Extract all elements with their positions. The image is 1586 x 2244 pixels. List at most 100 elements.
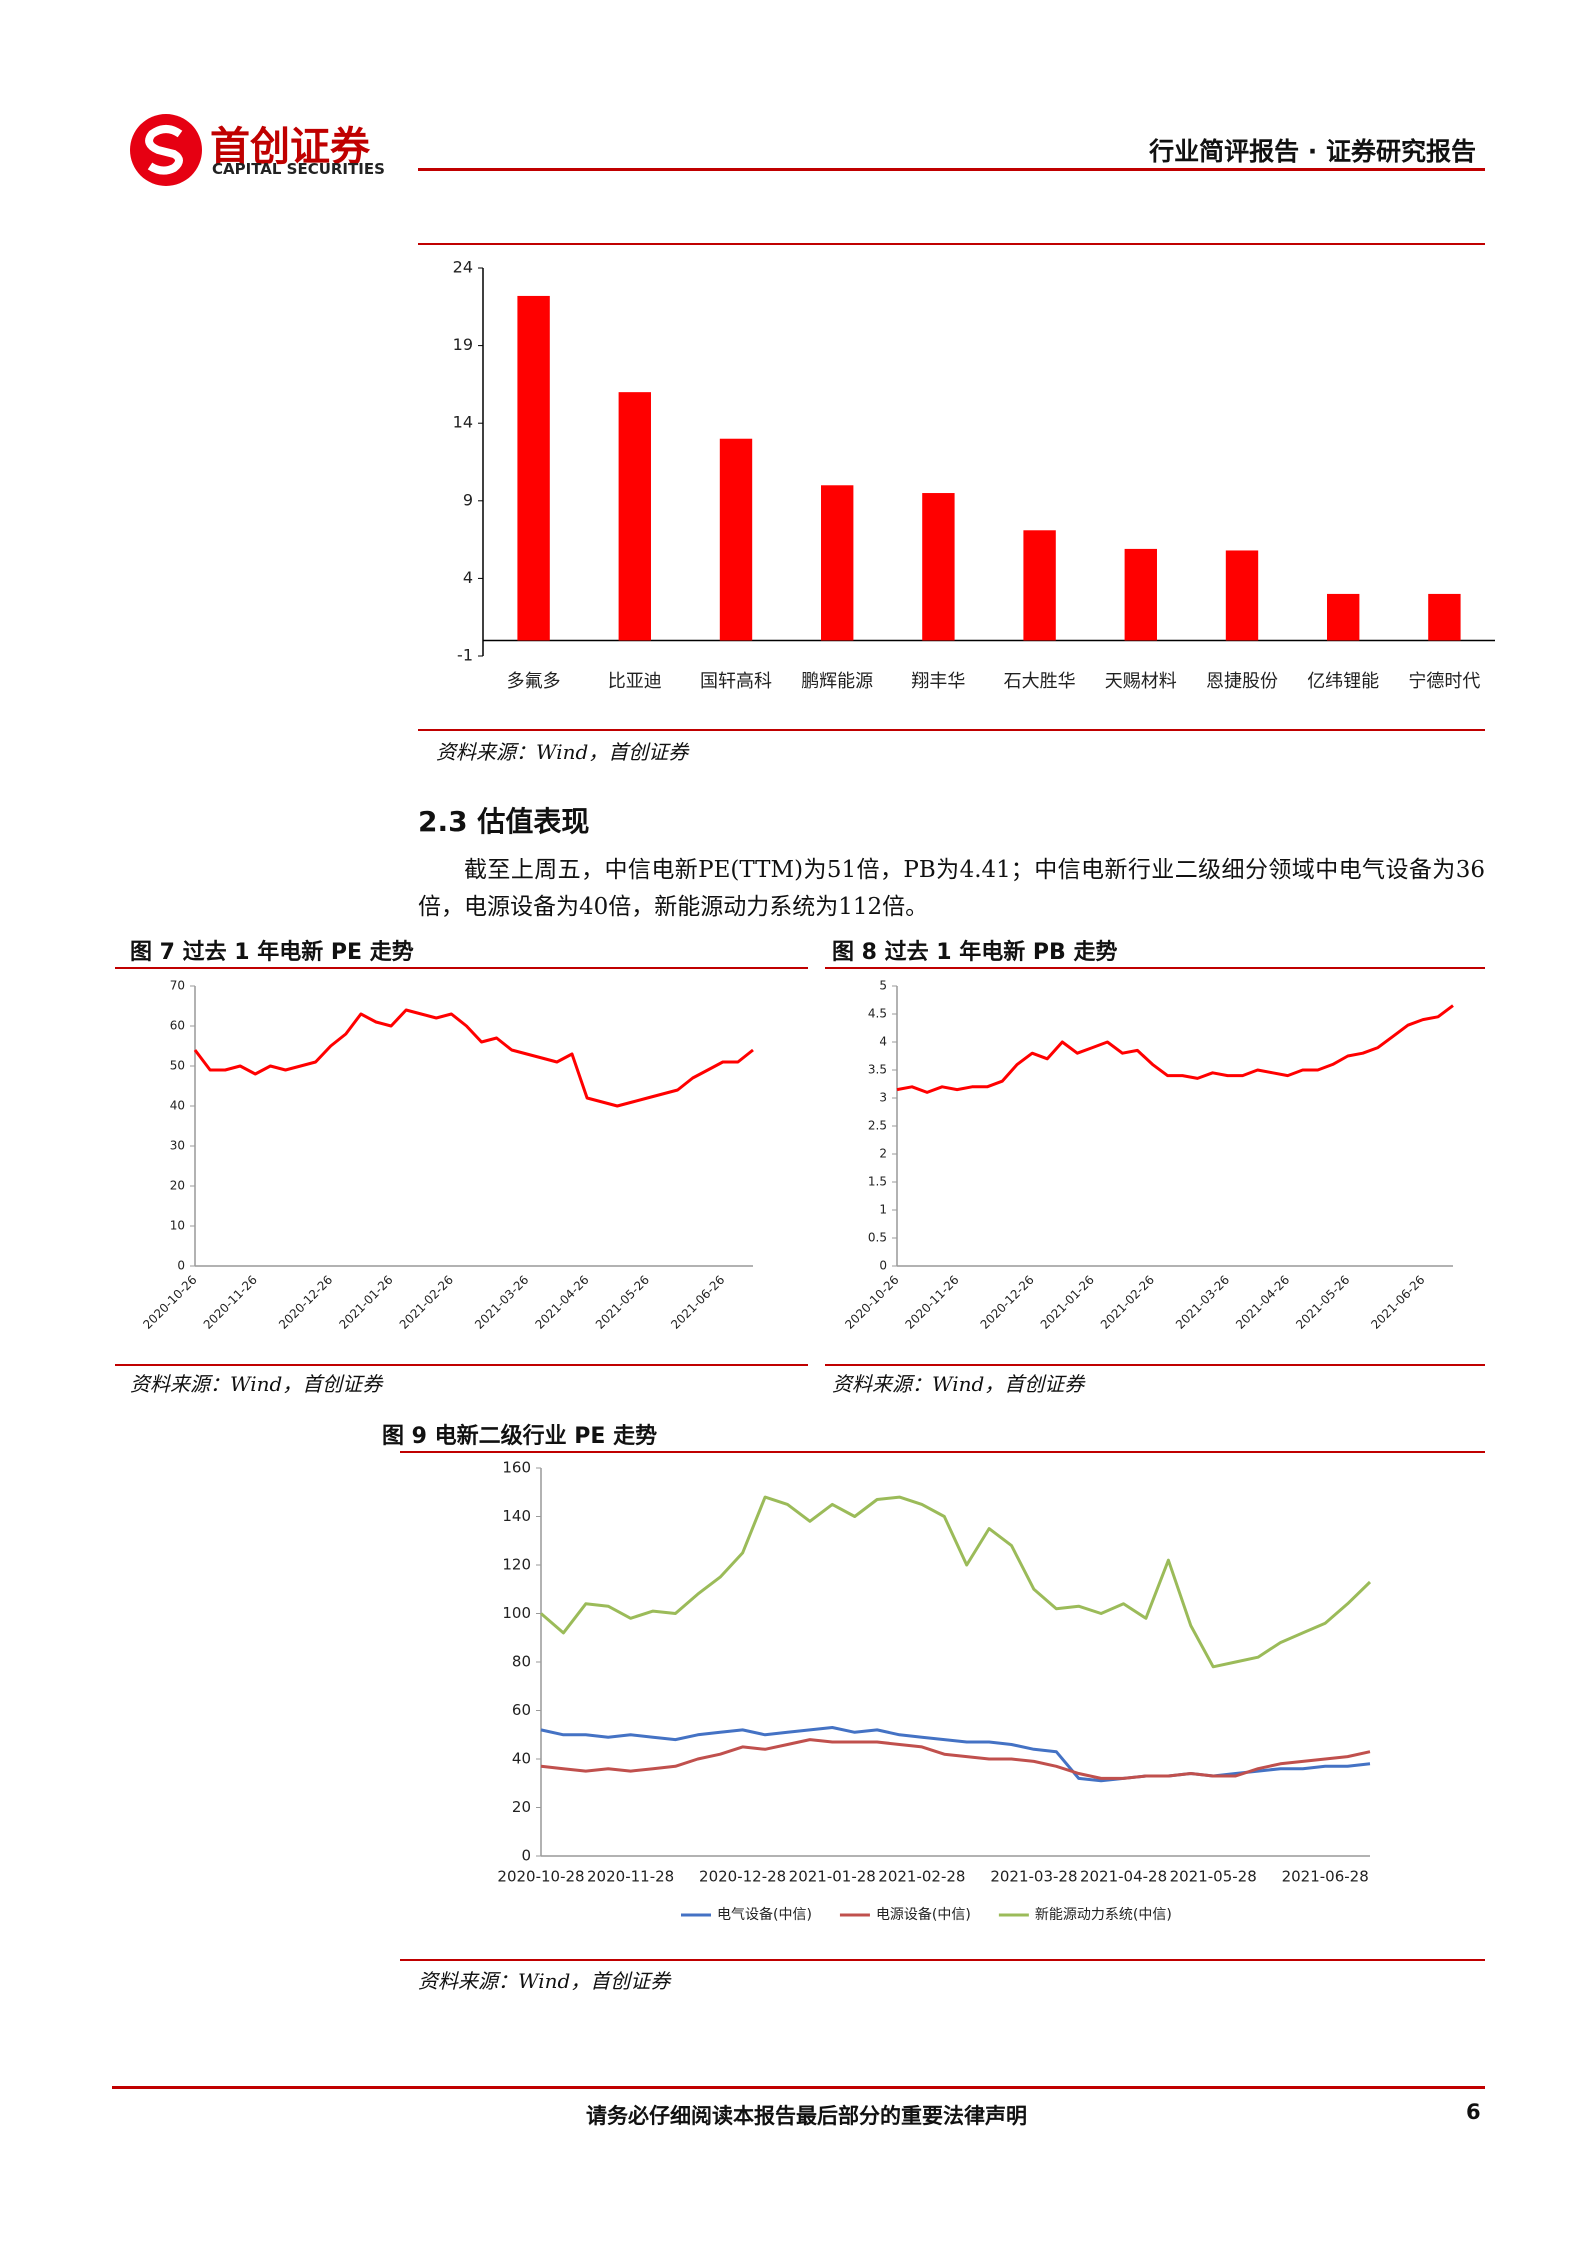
footer-rule — [112, 2086, 1485, 2089]
y-tick-label: 50 — [170, 1059, 185, 1073]
y-tick-label: 2.5 — [868, 1119, 887, 1133]
x-tick-label: 2021-05-28 — [1170, 1868, 1257, 1886]
x-tick-label: 2021-06-26 — [668, 1273, 727, 1332]
header-rule — [418, 168, 1485, 171]
x-tick-label: 2020-10-28 — [497, 1868, 584, 1886]
source-note: 资料来源：Wind，首创证券 — [418, 1969, 671, 1993]
bar — [821, 485, 854, 641]
y-tick-label: 24 — [453, 258, 473, 277]
y-tick-label: 100 — [502, 1604, 531, 1622]
y-tick-label: -1 — [457, 646, 473, 665]
figure-rule — [418, 729, 1485, 731]
bar — [1124, 548, 1157, 641]
y-tick-label: 0 — [879, 1259, 887, 1273]
y-tick-label: 3 — [879, 1091, 887, 1105]
y-tick-label: 40 — [170, 1099, 185, 1113]
x-tick-label: 多氟多 — [507, 671, 561, 692]
bar — [719, 438, 753, 641]
y-tick-label: 30 — [170, 1139, 185, 1153]
x-tick-label: 2021-03-26 — [1173, 1273, 1232, 1332]
y-tick-label: 3.5 — [868, 1063, 887, 1077]
y-tick-label: 14 — [453, 413, 473, 432]
x-tick-label: 2021-02-26 — [1098, 1273, 1157, 1332]
page-number: 6 — [1466, 2100, 1481, 2124]
y-tick-label: 4.5 — [868, 1007, 887, 1021]
x-tick-label: 2020-12-28 — [699, 1868, 786, 1886]
x-tick-label: 2021-03-26 — [472, 1273, 531, 1332]
y-tick-label: 5 — [879, 979, 887, 993]
x-tick-label: 2021-01-26 — [1038, 1273, 1097, 1332]
y-tick-label: 0 — [177, 1259, 185, 1273]
y-tick-label: 20 — [512, 1798, 531, 1816]
y-tick-label: 0 — [521, 1847, 531, 1865]
x-tick-label: 2021-04-26 — [1233, 1273, 1292, 1332]
x-tick-label: 鹏辉能源 — [801, 671, 873, 692]
source-note: 资料来源：Wind，首创证券 — [436, 740, 689, 764]
paragraph: 截至上周五，中信电新PE(TTM)为51倍，PB为4.41；中信电新行业二级细分… — [418, 857, 1485, 920]
x-tick-label: 2021-01-26 — [336, 1273, 395, 1332]
x-tick-label: 2020-12-26 — [978, 1273, 1037, 1332]
section-heading: 2.3 估值表现 — [418, 805, 590, 838]
y-tick-label: 4 — [463, 568, 473, 587]
x-tick-label: 2021-04-28 — [1080, 1868, 1167, 1886]
x-tick-label: 天赐材料 — [1105, 671, 1177, 692]
y-tick-label: 140 — [502, 1507, 531, 1525]
line — [540, 1495, 1372, 1669]
figure-rule — [115, 967, 808, 969]
figure-caption: 图 9 电新二级行业 PE 走势 — [382, 1424, 658, 1449]
report-type: 行业简评报告 · 证券研究报告 — [1149, 137, 1476, 166]
figure-caption: 图 7 过去 1 年电新 PE 走势 — [130, 940, 414, 965]
logo-icon — [130, 114, 202, 186]
y-tick-label: 10 — [170, 1219, 185, 1233]
y-tick-label: 19 — [453, 335, 473, 354]
footer-notice: 请务必仔细阅读本报告最后部分的重要法律声明 — [586, 2103, 1027, 2128]
line — [540, 1726, 1371, 1783]
y-tick-label: 80 — [512, 1653, 531, 1671]
x-tick-label: 2021-01-28 — [789, 1868, 876, 1886]
line — [193, 1008, 754, 1108]
bar — [1327, 593, 1360, 641]
x-tick-label: 2021-05-26 — [593, 1273, 652, 1332]
legend-label: 新能源动力系统(中信) — [1035, 1907, 1172, 1923]
y-tick-label: 60 — [170, 1019, 185, 1033]
y-tick-label: 0.5 — [868, 1231, 887, 1245]
brand-en: CAPITAL SECURITIES — [212, 160, 385, 178]
figure-rule — [115, 1364, 808, 1366]
x-tick-label: 2021-06-28 — [1282, 1868, 1369, 1886]
y-tick-label: 70 — [170, 979, 185, 993]
x-tick-label: 2020-11-26 — [902, 1273, 961, 1332]
x-tick-label: 恩捷股份 — [1206, 671, 1278, 692]
legend-label: 电气设备(中信) — [717, 1906, 812, 1923]
line — [896, 1004, 1454, 1094]
figure-rule — [825, 967, 1485, 969]
x-tick-label: 2020-10-26 — [140, 1273, 199, 1332]
x-tick-label: 国轩高科 — [700, 671, 772, 692]
y-tick-label: 40 — [512, 1750, 531, 1768]
brand: 首创证券 — [210, 124, 370, 170]
x-tick-label: 2021-02-28 — [878, 1868, 965, 1886]
source-note: 资料来源：Wind，首创证券 — [130, 1372, 383, 1396]
legend-label: 电源设备(中信) — [876, 1906, 971, 1923]
x-tick-label: 2020-10-26 — [842, 1273, 901, 1332]
x-tick-label: 2020-11-26 — [201, 1273, 260, 1332]
y-tick-label: 60 — [512, 1701, 531, 1719]
x-tick-label: 2021-03-28 — [990, 1868, 1077, 1886]
y-tick-label: 160 — [502, 1459, 531, 1477]
x-tick-label: 2021-02-26 — [397, 1273, 456, 1332]
y-tick-label: 9 — [463, 490, 473, 509]
x-tick-label: 宁德时代 — [1408, 671, 1480, 692]
x-tick-label: 2021-04-26 — [532, 1273, 591, 1332]
x-tick-label: 2020-12-26 — [276, 1273, 335, 1332]
line — [540, 1738, 1371, 1780]
figure-rule — [418, 243, 1485, 245]
x-tick-label: 2021-06-26 — [1368, 1273, 1427, 1332]
y-tick-label: 120 — [502, 1556, 531, 1574]
y-tick-label: 20 — [170, 1179, 185, 1193]
y-tick-label: 1.5 — [868, 1175, 887, 1189]
y-tick-label: 4 — [879, 1035, 887, 1049]
bar — [922, 493, 955, 641]
x-tick-label: 2020-11-28 — [587, 1868, 674, 1886]
bar — [1428, 593, 1461, 641]
